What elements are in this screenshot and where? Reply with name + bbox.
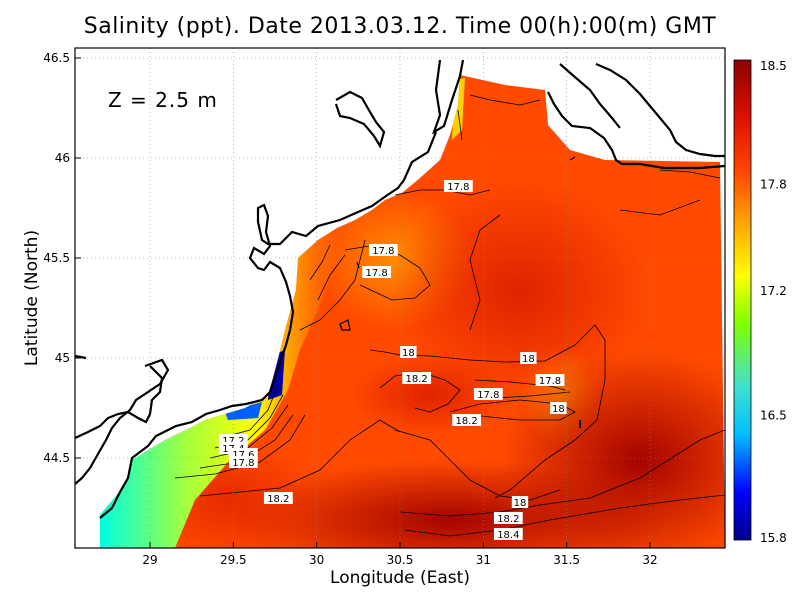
- depth-label: Z = 2.5 m: [108, 88, 218, 112]
- contour-label: 18: [522, 354, 535, 365]
- contour-label-box: [362, 266, 392, 278]
- contour-label-box: [493, 528, 523, 540]
- contour-label: 17.6: [232, 450, 254, 461]
- y-tick-label: 45: [55, 351, 70, 365]
- contour-label: 17.8: [372, 246, 394, 257]
- contour-label: 18: [514, 498, 527, 509]
- y-tick-label: 45.5: [43, 251, 70, 265]
- contour-label-box: [443, 180, 473, 192]
- x-tick-label: 30: [309, 553, 324, 567]
- contour-label: 18.2: [406, 374, 428, 385]
- contour-label-box: [520, 352, 537, 364]
- contour-label-box: [402, 372, 432, 384]
- contour-label: 17.8: [539, 376, 561, 387]
- contour-label: 17.8: [366, 268, 388, 279]
- x-tick-label: 29: [142, 553, 157, 567]
- contour-label-box: [452, 414, 482, 426]
- x-axis-title: Longitude (East): [330, 568, 470, 588]
- x-tick-label: 29.5: [220, 553, 247, 567]
- contour-label-box: [511, 496, 529, 508]
- contour-label: 18: [552, 404, 565, 415]
- contour-label: 17.8: [232, 458, 254, 469]
- contour-labels: 17.8 17.8 17.8 18 18.2 18 17.8 17.8 18 18.2 17.2 17…: [218, 180, 567, 541]
- contour-label-box: [535, 374, 565, 386]
- contour-label: 18.2: [267, 494, 289, 505]
- x-tick-label: 32: [642, 553, 657, 567]
- contour-label-box: [263, 492, 293, 504]
- contour-label-box: [368, 244, 398, 256]
- coastline: [75, 59, 725, 519]
- contour-label-box: [550, 402, 567, 414]
- colorbar-tick-label: 16.5: [760, 409, 787, 423]
- y-tick-label: 44.5: [43, 451, 70, 465]
- x-tick-label: 31.5: [553, 553, 580, 567]
- contour-label-box: [400, 346, 417, 358]
- contour-label-box: [473, 388, 503, 400]
- contour-label: 17.8: [477, 390, 499, 401]
- contour-label: 17.8: [447, 182, 469, 193]
- colorbar-ticks: 15.8 16.5 17.2 17.8 18.5: [760, 59, 787, 545]
- contour-label-box: [493, 512, 523, 524]
- contour-label: 18.2: [456, 416, 478, 427]
- colorbar-tick-label: 17.8: [760, 177, 787, 191]
- x-tick-label: 30.5: [387, 553, 414, 567]
- y-tick-label: 46: [55, 151, 70, 165]
- contour-label-box: [228, 456, 258, 468]
- colorbar-scale: [733, 59, 752, 541]
- colorbar-tick-label: 15.8: [760, 531, 787, 545]
- colorbar-tick-label: 18.5: [760, 59, 787, 73]
- y-tick-label: 46.5: [43, 51, 70, 65]
- x-axis-ticks: 29 29.5 30 30.5 31 31.5 32: [142, 542, 658, 567]
- contour-label: 18.4: [497, 530, 519, 541]
- colorbar-tick-label: 17.2: [760, 284, 787, 298]
- y-axis-title: Latitude (North): [22, 229, 42, 367]
- contour-label: 18: [402, 348, 415, 359]
- colorbar: 15.8 16.5 17.2 17.8 18.5: [733, 59, 787, 545]
- y-axis-ticks: 44.5 45 45.5 46 46.5: [43, 51, 81, 465]
- contour-label: 18.2: [497, 514, 519, 525]
- map-title: Salinity (ppt). Date 2013.03.12. Time 00…: [83, 14, 717, 39]
- x-tick-label: 31: [476, 553, 491, 567]
- contour-label: 17.2: [222, 436, 244, 447]
